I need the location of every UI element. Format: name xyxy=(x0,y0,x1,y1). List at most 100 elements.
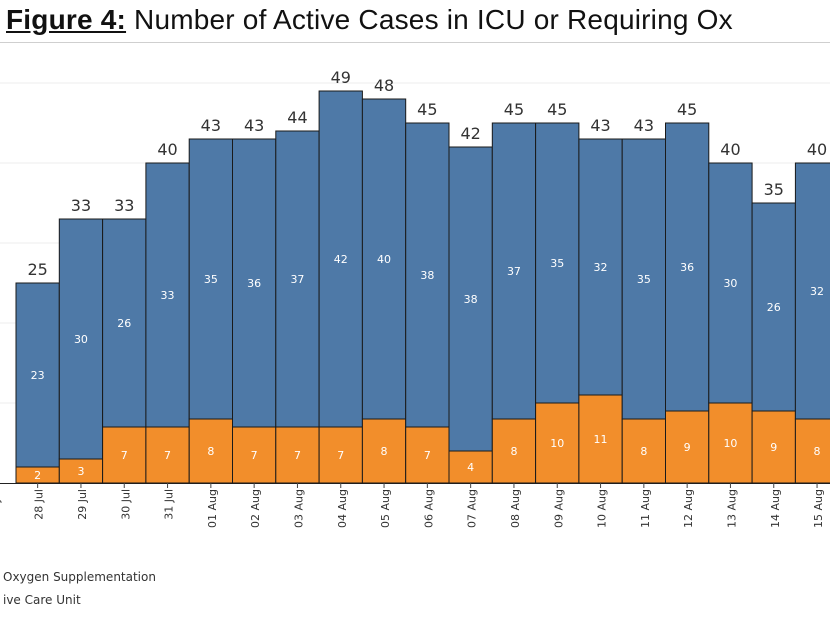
bar-label-icu: 8 xyxy=(381,445,388,458)
bar-label-oxygen: 36 xyxy=(680,261,694,274)
bar-oxygen xyxy=(102,218,147,428)
bar-label-icu: 7 xyxy=(121,449,128,462)
bar-label-icu: 8 xyxy=(640,445,647,458)
x-tick-label: 03 Aug xyxy=(292,489,305,528)
bar-total-label: 49 xyxy=(331,68,351,87)
bar-total-label: 40 xyxy=(807,140,827,159)
x-tick-label: 06 Aug xyxy=(422,489,435,528)
bar-total-label: 40 xyxy=(720,140,740,159)
bar-oxygen xyxy=(448,146,493,452)
bar-icu xyxy=(751,410,796,484)
bar-oxygen xyxy=(361,98,407,420)
bar-label-oxygen: 30 xyxy=(74,333,88,346)
bar-label-oxygen: 42 xyxy=(334,253,348,266)
bar-oxygen xyxy=(188,138,233,420)
bar-label-oxygen: 37 xyxy=(290,273,304,286)
bar-oxygen xyxy=(15,282,60,468)
bar-label-icu: 8 xyxy=(814,445,821,458)
bar-icu xyxy=(188,418,233,484)
bar-oxygen xyxy=(318,90,363,428)
bar-oxygen xyxy=(491,122,537,420)
x-tick-label: 14 Aug xyxy=(769,489,782,528)
bar-label-oxygen: 32 xyxy=(594,261,608,274)
bar-label-oxygen: 23 xyxy=(31,369,45,382)
bar-label-icu: 9 xyxy=(684,441,691,454)
bar-total-label: 43 xyxy=(244,116,264,135)
bar-label-icu: 8 xyxy=(207,445,214,458)
x-tick-label: 29 Jul xyxy=(76,489,89,520)
x-tick-label: 15 Aug xyxy=(812,489,825,528)
x-tick-label: 12 Aug xyxy=(682,489,695,528)
bar-label-icu: 7 xyxy=(251,449,258,462)
bar-icu xyxy=(621,418,667,484)
bar-label-icu: 2 xyxy=(34,469,41,482)
bar-oxygen xyxy=(58,218,104,460)
bar-label-icu: 7 xyxy=(164,449,171,462)
bar-total-label: 45 xyxy=(417,100,437,119)
x-tick-label: 13 Aug xyxy=(725,489,738,528)
bar-label-icu: 4 xyxy=(467,461,474,474)
bar-label-icu: 10 xyxy=(723,437,737,450)
x-tick-label: 30 Jul xyxy=(119,489,132,520)
x-tick-label: 31 Jul xyxy=(163,489,176,520)
bar-oxygen xyxy=(405,122,450,428)
bar-total-label: 40 xyxy=(157,140,177,159)
x-tick-label: 07 Aug xyxy=(466,489,479,528)
x-tick-label: 10 Aug xyxy=(596,489,609,528)
bar-total-label: 42 xyxy=(460,124,480,143)
bar-icu xyxy=(535,402,580,484)
bar-label-oxygen: 35 xyxy=(204,273,218,286)
bar-total-label: 35 xyxy=(764,180,784,199)
bar-label-icu: 8 xyxy=(510,445,517,458)
bar-oxygen xyxy=(578,138,623,396)
bar-label-icu: 11 xyxy=(594,433,608,446)
bar-total-label: 48 xyxy=(374,76,394,95)
legend-item-oxygen: Oxygen Supplementation xyxy=(3,570,156,584)
bar-label-oxygen: 26 xyxy=(767,301,781,314)
bar-label-oxygen: 37 xyxy=(507,265,521,278)
bar-oxygen xyxy=(145,162,190,428)
bar-oxygen xyxy=(232,138,277,428)
bar-total-label: 45 xyxy=(677,100,697,119)
bar-label-icu: 7 xyxy=(337,449,344,462)
bar-total-label: 43 xyxy=(634,116,654,135)
bar-oxygen xyxy=(751,202,796,412)
x-tick-label: 05 Aug xyxy=(379,489,392,528)
bar-total-label: 43 xyxy=(590,116,610,135)
bar-icu xyxy=(102,426,147,484)
bar-total-label: 43 xyxy=(201,116,221,135)
x-tick-label: 28 Jul xyxy=(33,489,46,520)
chart-title: Figure 4: Number of Active Cases in ICU … xyxy=(6,4,733,36)
bar-label-oxygen: 35 xyxy=(550,257,564,270)
x-tick-label: 11 Aug xyxy=(639,489,652,528)
bar-oxygen xyxy=(535,122,580,404)
x-tick-label: 02 Aug xyxy=(249,489,262,528)
title-text: Number of Active Cases in ICU or Requiri… xyxy=(126,4,733,35)
x-tick-label: 01 Aug xyxy=(206,489,219,528)
bar-label-icu: 10 xyxy=(550,437,564,450)
bar-label-icu: 7 xyxy=(294,449,301,462)
bar-oxygen xyxy=(621,138,667,420)
x-tick-label: 27 Jul xyxy=(0,489,2,520)
bar-oxygen xyxy=(794,162,830,420)
bar-total-label: 44 xyxy=(287,108,307,127)
x-tick-label: 04 Aug xyxy=(336,489,349,528)
bar-label-oxygen: 33 xyxy=(161,289,175,302)
bar-label-oxygen: 38 xyxy=(420,269,434,282)
bar-icu xyxy=(794,418,830,484)
x-tick-label: 08 Aug xyxy=(509,489,522,528)
x-tick-label: 09 Aug xyxy=(552,489,565,528)
bar-icu xyxy=(318,426,363,484)
bar-label-oxygen: 35 xyxy=(637,273,651,286)
bar-icu xyxy=(145,426,190,484)
bar-total-label: 45 xyxy=(504,100,524,119)
bar-label-oxygen: 36 xyxy=(247,277,261,290)
bar-label-icu: 7 xyxy=(424,449,431,462)
bar-label-oxygen: 40 xyxy=(377,253,391,266)
bar-label-oxygen: 32 xyxy=(810,285,824,298)
bar-total-label: 45 xyxy=(547,100,567,119)
bar-icu xyxy=(491,418,537,484)
bar-total-label: 33 xyxy=(114,196,134,215)
bar-label-icu: 3 xyxy=(77,465,84,478)
